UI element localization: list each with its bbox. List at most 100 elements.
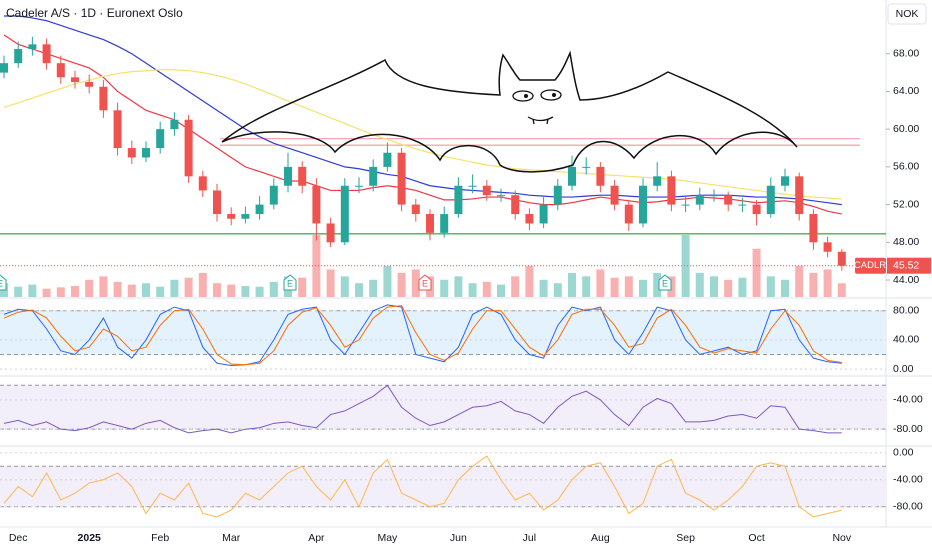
volume-bar <box>127 284 136 297</box>
volume-bar <box>539 279 548 297</box>
volume-bar <box>681 235 690 297</box>
volume-bar <box>383 266 392 297</box>
volume-bar <box>738 277 747 297</box>
candle-body <box>340 185 349 243</box>
indicator-band <box>0 310 886 355</box>
y-tick-label: 40.00 <box>893 334 919 346</box>
volume-bar <box>568 272 576 297</box>
candle-body <box>596 166 605 186</box>
candle-body <box>738 204 747 206</box>
volume-bar <box>298 277 307 297</box>
candle-body <box>241 214 250 219</box>
volume-bar <box>724 279 733 297</box>
indicator-line <box>3 384 842 434</box>
x-tick-label: Oct <box>748 532 764 544</box>
y-tick-label: -80.00 <box>893 501 923 513</box>
volume-bar <box>56 287 65 297</box>
volume-bar <box>809 272 818 297</box>
volume-bar <box>823 269 832 297</box>
moving-average <box>3 69 842 200</box>
volume-bar <box>795 266 804 297</box>
volume-bar <box>468 283 477 297</box>
bat-drawing <box>221 50 798 173</box>
currency: NOK <box>896 8 919 20</box>
volume-bar <box>42 288 51 297</box>
candle-body <box>724 195 733 205</box>
candle-body <box>0 63 8 73</box>
symbol-badge <box>855 257 886 274</box>
candle-body <box>355 185 363 187</box>
candle-body <box>170 119 179 130</box>
candle-body <box>653 176 662 186</box>
volume-bar <box>170 279 179 297</box>
y-tick-label: 0.00 <box>893 363 914 375</box>
candle-body <box>440 214 449 233</box>
volume-bar <box>340 276 349 297</box>
y-tick-label: 80.00 <box>893 305 919 317</box>
x-tick-label: Jun <box>450 532 467 544</box>
earnings-marker: E <box>422 278 428 288</box>
x-tick-label: Jul <box>523 532 536 544</box>
volume-bar <box>241 285 250 297</box>
y-tick-label: 52.00 <box>893 198 919 210</box>
y-tick-label: 64.00 <box>893 85 919 97</box>
x-tick-label: Mar <box>222 532 241 544</box>
earnings-marker: E <box>0 278 3 288</box>
y-tick-label: 0.00 <box>893 447 914 459</box>
volume-bar <box>269 281 278 297</box>
candle-body <box>269 185 278 205</box>
volume-bar <box>766 276 775 297</box>
indicator-line <box>3 455 842 518</box>
volume-bar <box>553 283 562 297</box>
indicator-line <box>3 305 842 366</box>
x-tick-label: Sep <box>676 532 695 544</box>
volume-bar <box>156 286 165 297</box>
volume-bar <box>184 277 193 297</box>
candle-body <box>71 77 79 83</box>
candle-body <box>426 214 434 233</box>
candle-body <box>539 204 548 224</box>
volume-bar <box>369 279 378 297</box>
y-tick-label: 48.00 <box>893 236 919 248</box>
candle-body <box>85 82 94 87</box>
candle-body <box>255 204 264 215</box>
candle-body <box>781 176 789 186</box>
candle-body <box>383 152 392 167</box>
candle-body <box>809 214 818 243</box>
y-tick-label: 68.00 <box>893 48 919 60</box>
earnings-flag <box>0 274 7 291</box>
candle-body <box>710 195 718 197</box>
candle-body <box>525 214 534 224</box>
y-tick-label: -80.00 <box>893 423 923 435</box>
last-price-label: 45.52 <box>893 259 919 271</box>
candle-body <box>681 204 690 206</box>
volume-bar <box>752 248 761 297</box>
x-tick-label: May <box>377 532 398 544</box>
candle-body <box>42 44 51 64</box>
candle-body <box>326 223 335 243</box>
candle-body <box>99 86 108 111</box>
volume-bar <box>355 283 363 297</box>
candle-body <box>298 166 307 186</box>
volume-bar <box>710 276 718 297</box>
earnings-marker: E <box>662 278 668 288</box>
volume-bar <box>610 277 619 297</box>
volume-bar <box>781 279 789 297</box>
candle-body <box>369 166 378 186</box>
volume-bar <box>312 235 321 297</box>
candle-body <box>823 242 832 252</box>
candle-body <box>227 214 236 219</box>
candle-body <box>284 166 292 186</box>
candle-body <box>184 119 193 177</box>
volume-bar <box>497 284 505 297</box>
bat-eye <box>512 90 534 102</box>
candle-body <box>56 63 65 78</box>
volume-bar <box>14 286 23 297</box>
candle-body <box>156 129 165 149</box>
symbol-label: CADLR <box>854 260 886 271</box>
volume-bar <box>71 285 79 297</box>
volume-bar <box>142 283 150 297</box>
currency-box[interactable] <box>887 3 927 25</box>
x-tick-label: Apr <box>308 532 325 544</box>
